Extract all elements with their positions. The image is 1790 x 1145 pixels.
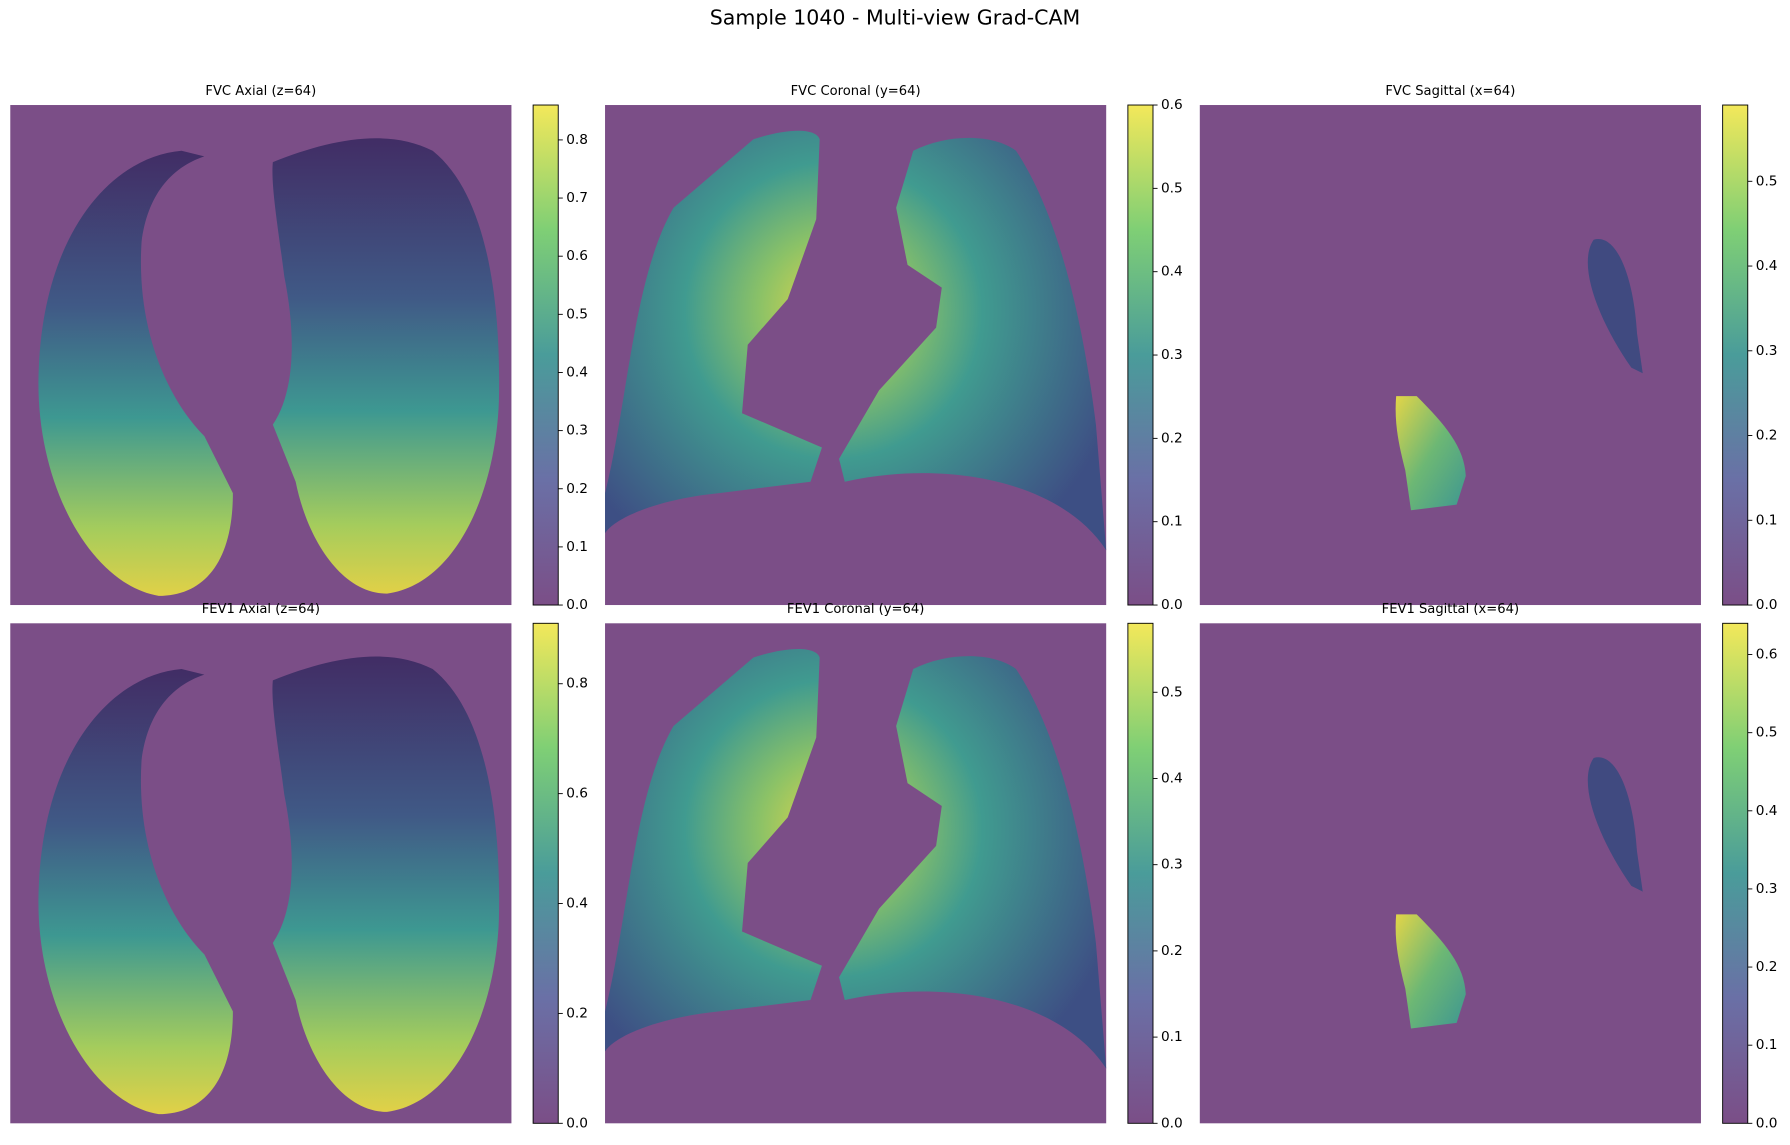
lung-region (1395, 914, 1466, 1029)
heatmap-overlay (605, 130, 1107, 551)
lung-region (38, 668, 233, 1115)
colorbar-tick-label: 0.0 (1161, 597, 1183, 613)
colorbar (1127, 104, 1154, 606)
colorbar-tick-label: 0.4 (1756, 803, 1778, 819)
colorbar-tick-label: 0.8 (566, 132, 588, 148)
colorbar-tick-label: 0.2 (1756, 428, 1778, 444)
colorbar-tick-label: 0.0 (1756, 1115, 1778, 1131)
colorbar-tick-label: 0.4 (1161, 770, 1183, 786)
heatmap-background (1199, 623, 1701, 1124)
lung-region (605, 130, 822, 534)
colorbar-tick-label: 0.0 (566, 597, 588, 613)
colorbar-tick-label: 0.0 (1756, 597, 1778, 613)
colorbar-tick-label: 0.4 (566, 364, 588, 380)
heatmap-overlay (1395, 239, 1643, 511)
panel-title: FVC Coronal (y=64) (791, 84, 921, 99)
colorbar-tick-label: 0.2 (1161, 430, 1183, 446)
colorbar-tick-label: 0.3 (566, 423, 588, 439)
colorbar-tick-label: 0.5 (1161, 180, 1183, 196)
colorbar (1127, 622, 1154, 1124)
colorbar-tick-label: 0.6 (1161, 97, 1183, 113)
lung-region (272, 656, 500, 1112)
colorbar-tick-label: 0.3 (1756, 881, 1778, 897)
colorbar-tick-label: 0.0 (566, 1115, 588, 1131)
colorbar-tick-label: 0.5 (1756, 725, 1778, 741)
colorbar-tick-label: 0.3 (1161, 347, 1183, 363)
colorbar-tick-label: 0.1 (1161, 514, 1183, 530)
heatmap-overlay (1395, 757, 1643, 1029)
colorbar-tick-label: 0.3 (1756, 343, 1778, 359)
colorbar-tick-label: 0.6 (566, 248, 588, 264)
panel-title: FEV1 Coronal (y=64) (787, 602, 924, 617)
figure-title: Sample 1040 - Multi-view Grad-CAM (710, 5, 1081, 29)
panel-title: FVC Axial (z=64) (205, 84, 316, 99)
heatmap-overlay (605, 648, 1107, 1069)
colorbar-tick-label: 0.7 (566, 190, 588, 206)
colorbar-tick-label: 0.5 (1756, 173, 1778, 189)
colorbar (532, 622, 559, 1124)
panel-title: FVC Sagittal (x=64) (1385, 84, 1515, 99)
lung-region (839, 137, 1107, 551)
colorbar-tick-label: 0.0 (1161, 1115, 1183, 1131)
colorbar-tick-label: 0.4 (1756, 258, 1778, 274)
lung-region (1395, 396, 1466, 511)
colorbar-tick-label: 0.2 (566, 481, 588, 497)
colorbar-tick-label: 0.6 (1756, 647, 1778, 663)
lung-region (1587, 239, 1643, 374)
colorbar-tick-label: 0.4 (566, 896, 588, 912)
panel-title: FEV1 Axial (z=64) (202, 602, 320, 617)
colorbar (1722, 104, 1749, 606)
lung-region (38, 150, 233, 596)
heatmap-overlay (38, 138, 500, 596)
colorbar-tick-label: 0.3 (1161, 857, 1183, 873)
colorbar-tick-label: 0.8 (566, 676, 588, 692)
lung-region (272, 138, 500, 594)
lung-region (839, 656, 1107, 1069)
lung-region (1587, 757, 1643, 892)
colorbar-tick-label: 0.6 (566, 786, 588, 802)
colorbar-tick-label: 0.1 (566, 539, 588, 555)
heatmap-background (1199, 105, 1701, 606)
colorbar (532, 104, 559, 606)
colorbar-tick-label: 0.1 (1756, 512, 1778, 528)
colorbar-tick-label: 0.1 (1161, 1029, 1183, 1045)
lung-region (605, 648, 822, 1052)
colorbar-tick-label: 0.5 (566, 306, 588, 322)
colorbar-tick-label: 0.2 (1756, 959, 1778, 975)
panel-title: FEV1 Sagittal (x=64) (1382, 602, 1519, 617)
colorbar-tick-label: 0.2 (566, 1005, 588, 1021)
colorbar-tick-label: 0.2 (1161, 943, 1183, 959)
colorbar-tick-label: 0.4 (1161, 264, 1183, 280)
heatmap-overlay (38, 656, 500, 1115)
colorbar (1722, 622, 1749, 1124)
colorbar-tick-label: 0.5 (1161, 684, 1183, 700)
colorbar-tick-label: 0.1 (1756, 1037, 1778, 1053)
